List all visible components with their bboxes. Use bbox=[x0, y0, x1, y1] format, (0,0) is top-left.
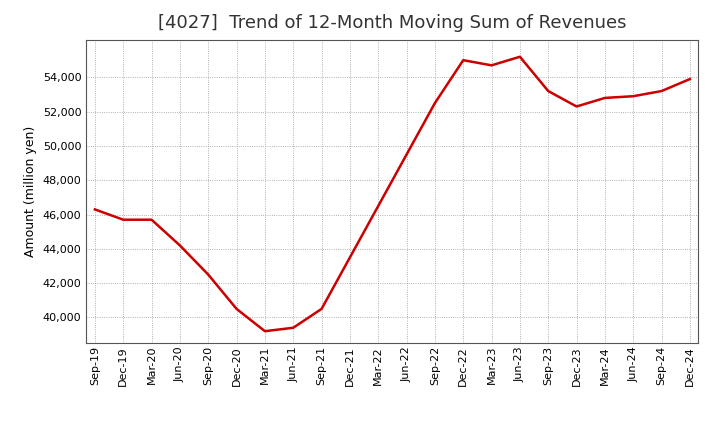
Y-axis label: Amount (million yen): Amount (million yen) bbox=[24, 126, 37, 257]
Title: [4027]  Trend of 12-Month Moving Sum of Revenues: [4027] Trend of 12-Month Moving Sum of R… bbox=[158, 15, 626, 33]
